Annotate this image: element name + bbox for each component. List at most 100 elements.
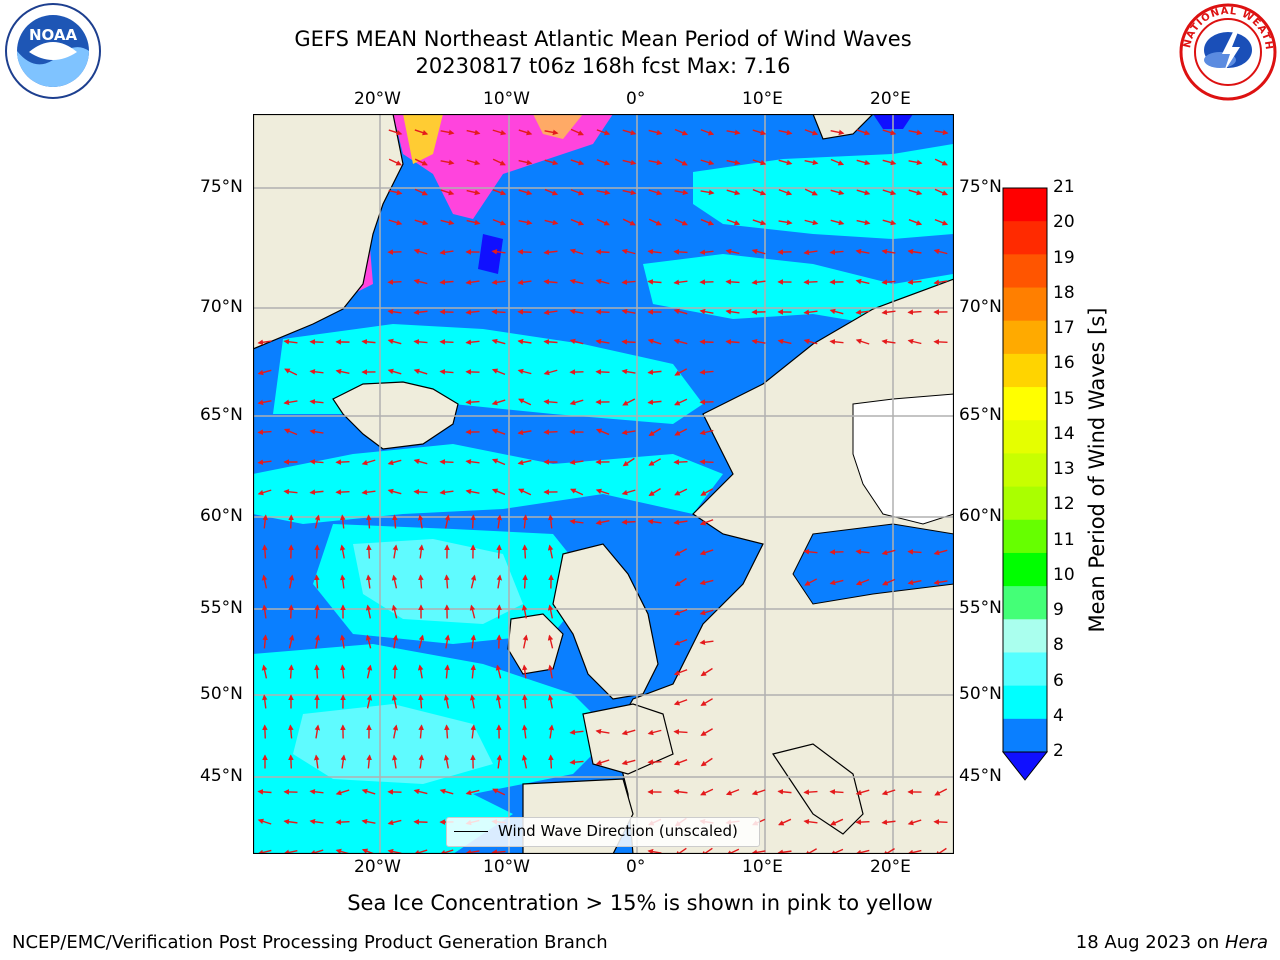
- wave-direction-arrow: [413, 278, 428, 285]
- wave-direction-arrow: [855, 548, 870, 555]
- wave-direction-arrow: [392, 664, 398, 679]
- lat-label-left: 65°N: [200, 405, 243, 425]
- colorbar-tick-label: 20: [1053, 212, 1075, 233]
- wave-direction-arrow: [673, 279, 688, 286]
- wave-direction-arrow: [621, 759, 636, 766]
- colorbar-tick-label: 15: [1053, 388, 1075, 409]
- wave-direction-arrow: [470, 514, 476, 529]
- wave-direction-arrow: [881, 248, 896, 255]
- wave-direction-arrow: [595, 428, 610, 436]
- wave-direction-arrow: [361, 339, 376, 345]
- wave-direction-arrow: [314, 604, 320, 619]
- noaa-logo-text: NOAA: [29, 26, 78, 44]
- lat-label-right: 70°N: [959, 297, 1002, 317]
- wave-direction-arrow: [518, 219, 533, 226]
- wave-direction-arrow: [492, 129, 507, 136]
- wave-direction-arrow: [443, 754, 450, 769]
- wave-direction-arrow: [648, 458, 662, 466]
- wave-direction-arrow: [439, 279, 454, 285]
- wave-direction-arrow: [443, 694, 450, 709]
- wave-direction-arrow: [569, 308, 584, 315]
- lat-label-right: 60°N: [959, 506, 1002, 526]
- colorbar-tick-label: 17: [1053, 318, 1075, 338]
- wave-direction-arrow: [366, 544, 372, 559]
- colorbar-segment: [1003, 320, 1047, 355]
- wave-direction-arrow: [700, 159, 715, 166]
- wave-direction-arrow: [495, 664, 502, 679]
- wave-direction-arrow: [595, 519, 610, 526]
- wave-direction-arrow: [829, 579, 844, 586]
- wave-direction-arrow: [570, 218, 585, 226]
- wind-wave-arrows: [257, 128, 949, 854]
- wave-direction-arrow: [521, 604, 528, 619]
- wave-direction-arrow: [673, 249, 688, 255]
- wave-direction-arrow: [339, 544, 346, 559]
- wave-direction-arrow: [855, 578, 870, 586]
- wave-direction-arrow: [314, 574, 320, 589]
- wave-direction-arrow: [700, 488, 714, 496]
- wave-direction-arrow: [700, 667, 713, 677]
- wave-direction-arrow: [856, 219, 871, 226]
- wave-direction-arrow: [339, 514, 346, 529]
- wave-direction-arrow: [387, 459, 402, 466]
- wave-direction-arrow: [803, 338, 818, 345]
- wave-direction-arrow: [648, 488, 661, 496]
- wave-direction-arrow: [335, 459, 350, 465]
- wave-direction-arrow: [804, 848, 817, 854]
- wave-direction-arrow: [366, 754, 372, 769]
- wave-direction-arrow: [700, 129, 715, 136]
- wave-direction-arrow: [569, 729, 584, 736]
- wave-direction-arrow: [309, 339, 324, 345]
- legend-label: Wind Wave Direction (unscaled): [498, 822, 738, 840]
- wave-direction-arrow: [804, 188, 818, 196]
- wave-direction-arrow: [647, 338, 662, 345]
- wave-direction-arrow: [882, 578, 896, 586]
- wave-direction-arrow: [413, 339, 428, 345]
- wave-direction-arrow: [621, 308, 636, 315]
- wave-direction-arrow: [908, 189, 923, 196]
- wave-direction-arrow: [387, 308, 402, 315]
- wave-direction-arrow: [262, 514, 269, 529]
- wave-direction-arrow: [283, 399, 298, 406]
- wave-direction-arrow: [569, 759, 584, 765]
- wave-direction-arrow: [547, 604, 554, 619]
- wave-direction-arrow: [496, 514, 503, 529]
- wave-direction-arrow: [673, 729, 688, 735]
- wave-direction-arrow: [391, 604, 398, 619]
- wave-direction-arrow: [569, 459, 584, 466]
- wave-direction-arrow: [491, 849, 506, 854]
- wave-direction-arrow: [413, 248, 428, 255]
- wave-direction-arrow: [570, 128, 584, 136]
- wave-direction-arrow: [621, 248, 636, 255]
- wave-direction-arrow: [881, 338, 896, 345]
- wave-direction-arrow: [418, 754, 425, 769]
- chart-title: GEFS MEAN Northeast Atlantic Mean Period…: [294, 27, 912, 51]
- colorbar-tick-label: 21: [1053, 177, 1075, 197]
- wave-direction-arrow: [288, 754, 294, 769]
- wave-direction-arrow: [392, 514, 398, 529]
- wave-direction-arrow: [803, 249, 818, 256]
- wave-direction-arrow: [465, 309, 480, 315]
- wave-direction-arrow: [674, 218, 688, 226]
- lon-label-top: 10°E: [742, 89, 783, 109]
- wave-direction-arrow: [288, 604, 294, 619]
- wave-direction-arrow: [803, 789, 818, 795]
- wave-direction-arrow: [413, 309, 428, 316]
- colorbar-tick-label: 4: [1053, 705, 1064, 726]
- wave-direction-arrow: [547, 634, 554, 649]
- wave-direction-arrow: [465, 339, 480, 345]
- wave-direction-arrow: [414, 158, 428, 166]
- wave-direction-arrow: [933, 549, 948, 556]
- wave-direction-arrow: [543, 399, 558, 405]
- wave-direction-arrow: [595, 278, 610, 285]
- wave-direction-arrow: [283, 428, 298, 436]
- wave-direction-arrow: [491, 399, 506, 406]
- wave-direction-arrow: [391, 694, 398, 709]
- wave-direction-arrow: [257, 399, 272, 406]
- wave-direction-arrow: [882, 189, 897, 196]
- wave-direction-arrow: [547, 544, 554, 559]
- wave-direction-arrow: [261, 694, 268, 709]
- wave-direction-arrow: [262, 724, 268, 739]
- wave-direction-arrow: [314, 664, 320, 679]
- wave-direction-arrow: [288, 664, 294, 679]
